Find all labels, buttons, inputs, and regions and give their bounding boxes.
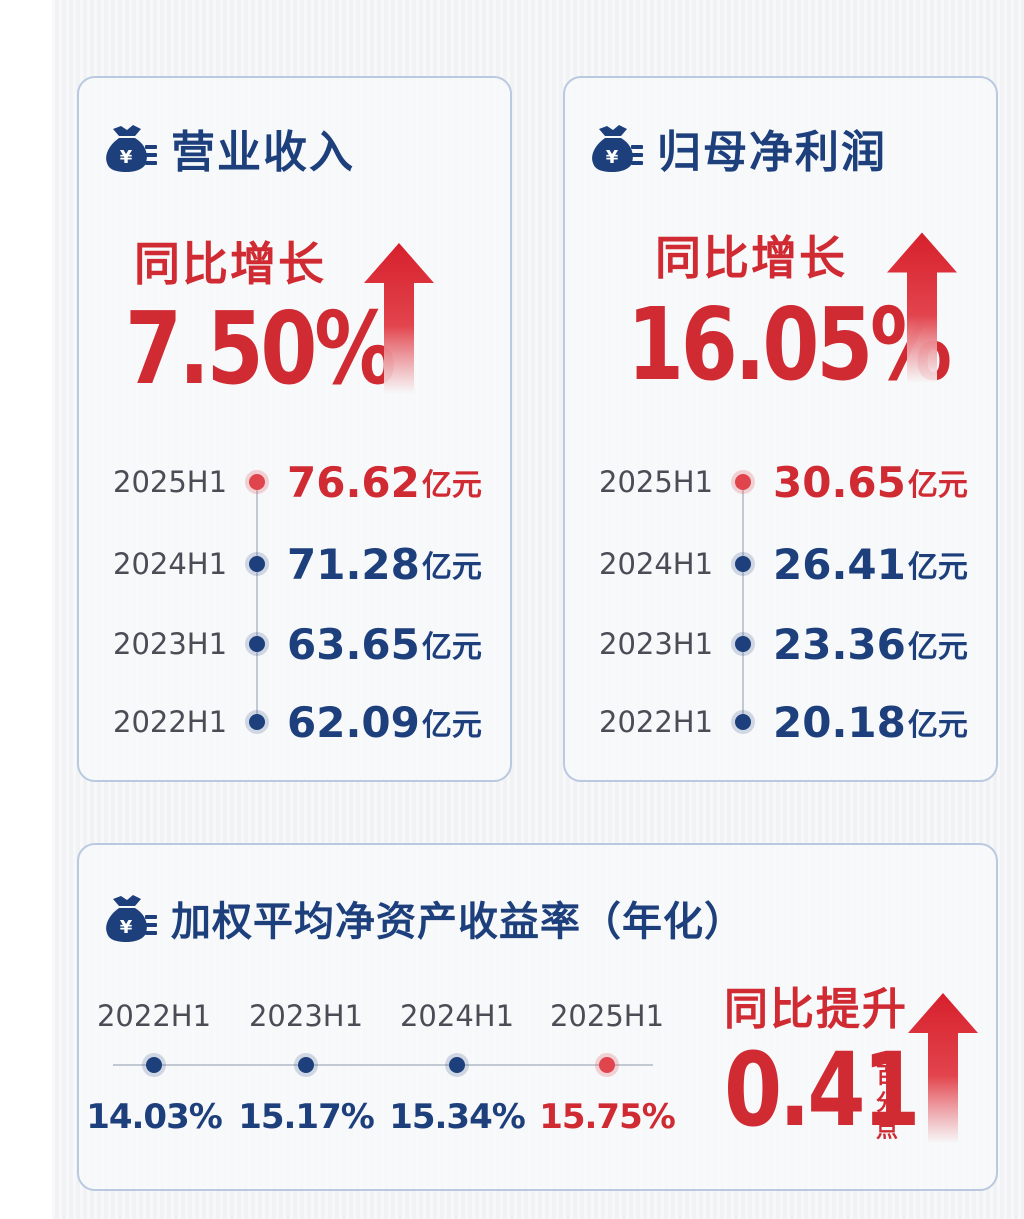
amount-unit: 亿元: [907, 708, 968, 743]
timeline-dot: [449, 1057, 465, 1073]
unit-char: 百: [875, 1063, 898, 1089]
roe-value: 14.03%: [86, 1097, 223, 1137]
timeline-row: 2022H1 20.18 亿元: [599, 698, 968, 747]
revenue-title: 营业收入: [101, 116, 355, 180]
roe-value: 15.75%: [539, 1097, 676, 1137]
amount-unit: 亿元: [907, 630, 968, 665]
money-bag-icon: [587, 123, 645, 173]
unit-char: 点: [875, 1117, 898, 1143]
timeline-row: 2023H1 23.36 亿元: [599, 620, 968, 669]
period-label: 2022H1: [599, 705, 714, 739]
period-label: 2022H1: [96, 999, 212, 1033]
up-arrow-icon: [887, 230, 957, 385]
timeline-dot: [735, 714, 751, 730]
amount-unit: 亿元: [421, 468, 482, 503]
timeline-dot: [146, 1057, 162, 1073]
timeline-row: 2024H1 71.28 亿元: [113, 540, 482, 589]
up-arrow-icon: [364, 243, 434, 393]
timeline-row: 2024H1 26.41 亿元: [599, 540, 968, 589]
timeline-row: 2022H1 62.09 亿元: [113, 698, 482, 747]
revenue-timeline: 2025H1 76.62 亿元 2024H1 71.28 亿元 2023H1 63.65 亿元 2…: [113, 458, 493, 762]
roe-card: 加权平均净资产收益率（年化） 2022H1 14.03% 2023H1 15.17% 2…: [77, 843, 998, 1191]
roe-change-label: 同比提升: [724, 984, 908, 1035]
revenue-growth-value: 7.50%: [125, 290, 396, 407]
amount-value: 23.36: [773, 619, 906, 669]
period-label: 2023H1: [599, 627, 714, 661]
net-profit-card: 归母净利润 同比增长 16.05% 2025H1 30.65 亿元 2024H1 26.…: [563, 76, 998, 782]
timeline-dot: [599, 1057, 615, 1073]
period-label: 2024H1: [113, 547, 228, 581]
amount-unit: 亿元: [907, 550, 968, 585]
roe-title: 加权平均净资产收益率（年化）: [101, 889, 745, 947]
percentage-point-unit: 百 分 点: [872, 1063, 902, 1144]
period-label: 2025H1: [549, 999, 665, 1033]
roe-title-text: 加权平均净资产收益率（年化）: [171, 898, 745, 945]
timeline-dot: [735, 474, 751, 490]
revenue-title-text: 营业收入: [171, 127, 355, 178]
period-label: 2022H1: [113, 705, 228, 739]
period-label: 2024H1: [399, 999, 515, 1033]
net-profit-growth-value: 16.05%: [627, 286, 952, 403]
timeline-dot: [298, 1057, 314, 1073]
timeline-dot: [735, 556, 751, 572]
period-label: 2024H1: [599, 547, 714, 581]
amount-value: 71.28: [287, 539, 420, 589]
amount-value: 63.65: [287, 619, 420, 669]
net-profit-timeline: 2025H1 30.65 亿元 2024H1 26.41 亿元 2023H1 23.36 亿元 2…: [599, 458, 979, 762]
up-arrow-icon: [907, 993, 979, 1143]
net-profit-title-text: 归母净利润: [657, 127, 887, 178]
period-label: 2023H1: [113, 627, 228, 661]
roe-change-value: 0.41: [724, 1031, 921, 1150]
period-label: 2025H1: [599, 465, 714, 499]
revenue-growth-label: 同比增长: [134, 237, 326, 291]
timeline-line: [742, 482, 744, 722]
net-profit-growth-label: 同比增长: [655, 231, 847, 285]
amount-unit: 亿元: [421, 630, 482, 665]
timeline-dot: [249, 556, 265, 572]
timeline-dot: [249, 714, 265, 730]
timeline-line: [256, 482, 258, 722]
timeline-row: 2025H1 30.65 亿元: [599, 458, 968, 507]
money-bag-icon: [101, 893, 159, 943]
amount-unit: 亿元: [421, 550, 482, 585]
roe-value: 15.34%: [389, 1097, 526, 1137]
timeline-row: 2023H1 63.65 亿元: [113, 620, 482, 669]
net-profit-title: 归母净利润: [587, 116, 887, 180]
amount-unit: 亿元: [907, 468, 968, 503]
timeline-dot: [735, 636, 751, 652]
amount-value: 76.62: [287, 457, 420, 507]
revenue-card: 营业收入 同比增长 7.50% 2025H1 76.62 亿元 2024H1 71.28…: [77, 76, 512, 782]
amount-value: 20.18: [773, 697, 906, 747]
timeline-row: 2025H1 76.62 亿元: [113, 458, 482, 507]
unit-char: 分: [875, 1090, 898, 1116]
timeline-dot: [249, 636, 265, 652]
roe-value: 15.17%: [238, 1097, 375, 1137]
period-label: 2025H1: [113, 465, 228, 499]
amount-value: 26.41: [773, 539, 906, 589]
amount-value: 30.65: [773, 457, 906, 507]
money-bag-icon: [101, 123, 159, 173]
period-label: 2023H1: [248, 999, 364, 1033]
timeline-dot: [249, 474, 265, 490]
amount-unit: 亿元: [421, 708, 482, 743]
roe-timeline-line: [113, 1064, 653, 1066]
amount-value: 62.09: [287, 697, 420, 747]
